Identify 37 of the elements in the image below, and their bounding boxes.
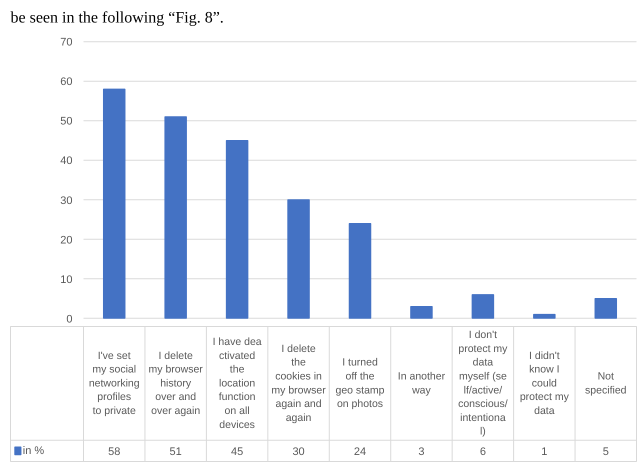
text: be seen in the following “Fig. 8”. [10, 10, 224, 26]
bar [164, 116, 187, 319]
bar [594, 298, 618, 319]
bar [410, 306, 433, 319]
y-tick-label: 50 [60, 116, 73, 128]
y-tick-label: 40 [60, 155, 73, 168]
x-tick-label: I turned off the geo stamp on photos [335, 356, 385, 410]
data-label: 30 [292, 446, 305, 458]
bar [348, 222, 372, 319]
bar [226, 140, 248, 319]
data-label: 45 [230, 446, 244, 458]
bar [533, 314, 556, 319]
bar [102, 88, 126, 319]
x-tick-label: I didn't know I could protect my data [520, 350, 570, 417]
data-label: 58 [108, 446, 120, 458]
x-tick-label: I've set my social networking profiles to private [88, 350, 140, 417]
data-label: 6 [480, 446, 486, 458]
y-tick-label: 10 [60, 274, 73, 286]
data-label: 3 [418, 446, 425, 458]
data-label: 24 [354, 446, 366, 458]
bar [287, 199, 310, 319]
y-tick-label: 0 [66, 313, 73, 326]
y-tick-label: 30 [60, 194, 73, 207]
x-tick-label: I have deactivated the location function on all devices [212, 336, 262, 431]
x-tick-label: I delete my browser history over and over again [148, 350, 204, 417]
y-tick-label: 60 [60, 76, 73, 88]
data-label: 51 [170, 446, 182, 458]
data-label: 1 [541, 446, 548, 458]
x-tick-label: I don't protect my data myself (self/active/conscious/intentional) [458, 329, 508, 438]
x-tick-label: I delete the cookies in my browser again and again [271, 342, 326, 424]
x-tick-label: In another way [398, 370, 446, 396]
legend-label: in % [22, 444, 44, 457]
x-tick-label: Not specified [585, 370, 627, 396]
data-label: 5 [602, 446, 609, 458]
bar [472, 294, 494, 319]
y-tick-label: 70 [60, 36, 73, 49]
y-tick-label: 20 [60, 234, 73, 246]
